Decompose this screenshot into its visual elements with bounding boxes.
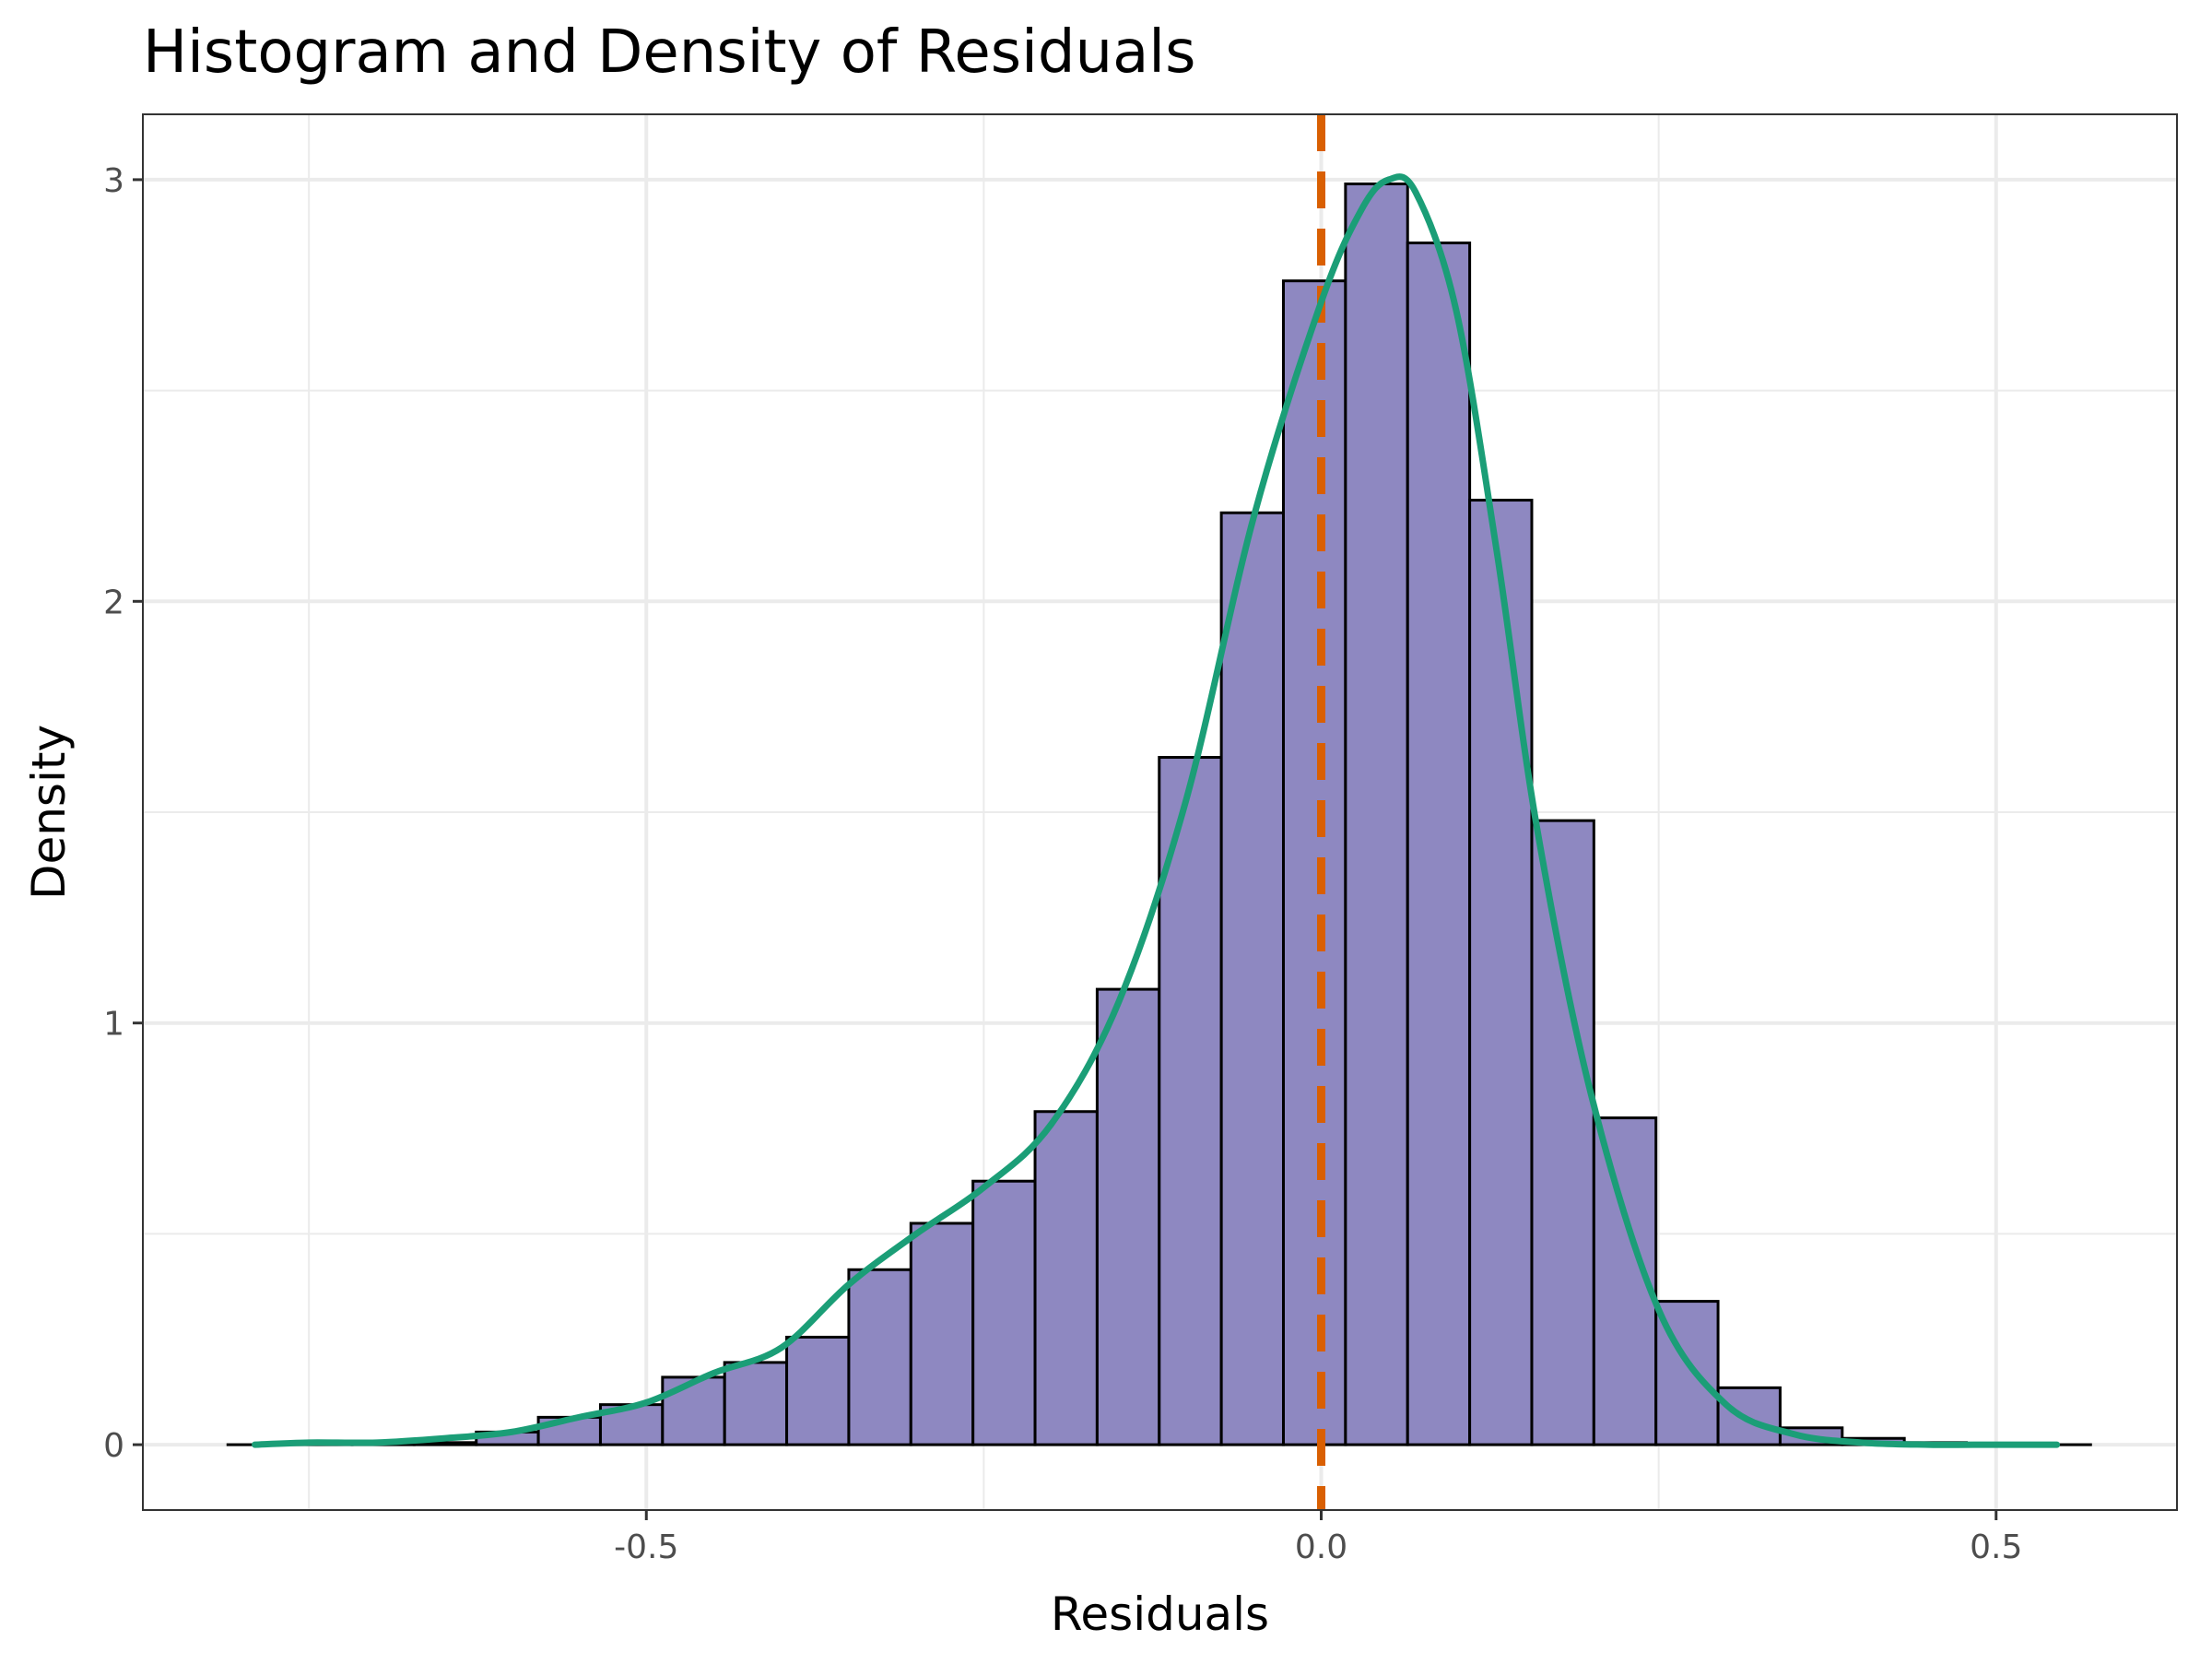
histogram-bar	[1470, 501, 1532, 1446]
y-tick-label: 3	[103, 162, 124, 200]
histogram-bar	[973, 1181, 1035, 1445]
histogram-bar	[1532, 820, 1594, 1445]
histogram-bar	[663, 1377, 724, 1445]
x-tick-label: 0.5	[1970, 1528, 2022, 1566]
histogram-bar	[1097, 989, 1159, 1445]
histogram-bar	[1346, 183, 1407, 1445]
histogram-bar	[1284, 281, 1346, 1445]
histogram-bar	[849, 1269, 911, 1445]
x-tick-label: 0.0	[1295, 1528, 1347, 1566]
histogram-bar	[787, 1337, 849, 1445]
histogram-bar	[1221, 513, 1283, 1445]
histogram-bar	[1035, 1112, 1097, 1445]
y-tick-label: 2	[103, 584, 124, 621]
x-axis-title: Residuals	[1051, 1587, 1269, 1641]
y-tick-label: 1	[103, 1006, 124, 1044]
chart-title: Histogram and Density of Residuals	[143, 18, 1195, 87]
histogram-bar	[724, 1363, 786, 1445]
histogram-bar	[1718, 1387, 1780, 1445]
y-tick-label: 0	[103, 1427, 124, 1465]
y-axis-title: Density	[22, 725, 76, 900]
histogram-bar	[1407, 243, 1469, 1446]
x-tick-label: -0.5	[614, 1528, 678, 1566]
histogram-bar	[911, 1223, 972, 1445]
